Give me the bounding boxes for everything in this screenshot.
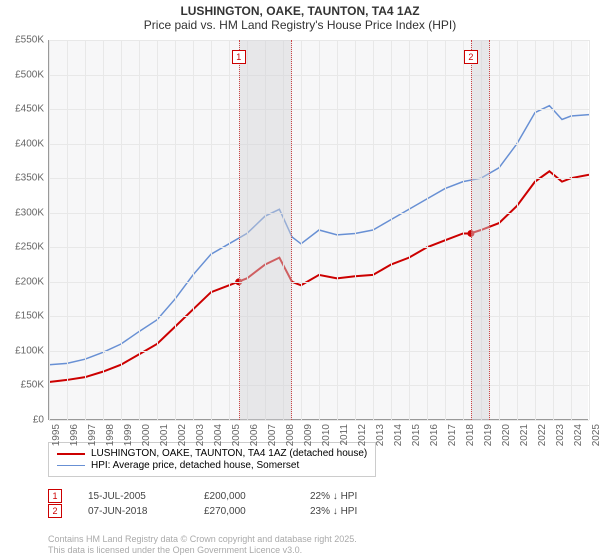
plot-background: 12 [48, 40, 588, 420]
footer: Contains HM Land Registry data © Crown c… [48, 534, 357, 556]
x-axis-label: 2025 [591, 424, 600, 446]
y-axis-label: £500K [2, 69, 44, 80]
transaction-date: 07-JUN-2018 [88, 506, 178, 517]
legend-item: LUSHINGTON, OAKE, TAUNTON, TA4 1AZ (deta… [57, 448, 367, 459]
y-axis-label: £450K [2, 104, 44, 115]
shaded-region [471, 40, 490, 420]
y-axis-label: £350K [2, 173, 44, 184]
chart-area: 12 [48, 40, 588, 420]
y-axis-label: £150K [2, 311, 44, 322]
legend: LUSHINGTON, OAKE, TAUNTON, TA4 1AZ (deta… [48, 442, 376, 477]
footer-line1: Contains HM Land Registry data © Crown c… [48, 534, 357, 545]
y-axis-label: £0 [2, 415, 44, 426]
legend-label: LUSHINGTON, OAKE, TAUNTON, TA4 1AZ (deta… [91, 448, 367, 459]
transaction-price: £200,000 [204, 491, 284, 502]
transaction-row: 1 15-JUL-2005 £200,000 22% ↓ HPI [48, 489, 357, 503]
y-axis-label: £550K [2, 35, 44, 46]
legend-label: HPI: Average price, detached house, Some… [91, 460, 299, 471]
transaction-marker: 1 [48, 489, 62, 503]
y-axis-label: £200K [2, 276, 44, 287]
transaction-date: 15-JUL-2005 [88, 491, 178, 502]
region-marker: 1 [232, 50, 246, 64]
y-axis-label: £400K [2, 138, 44, 149]
legend-swatch [57, 465, 85, 467]
transaction-delta: 23% ↓ HPI [310, 506, 357, 517]
transaction-marker: 2 [48, 504, 62, 518]
footer-line2: This data is licensed under the Open Gov… [48, 545, 357, 556]
legend-item: HPI: Average price, detached house, Some… [57, 460, 367, 471]
transaction-delta: 22% ↓ HPI [310, 491, 357, 502]
y-axis-label: £50K [2, 380, 44, 391]
y-axis-label: £100K [2, 345, 44, 356]
title-line2: Price paid vs. HM Land Registry's House … [0, 18, 600, 32]
title-line1: LUSHINGTON, OAKE, TAUNTON, TA4 1AZ [0, 4, 600, 18]
y-axis-label: £250K [2, 242, 44, 253]
y-axis-label: £300K [2, 207, 44, 218]
legend-swatch [57, 453, 85, 455]
shaded-region [239, 40, 292, 420]
transactions-table: 1 15-JUL-2005 £200,000 22% ↓ HPI 2 07-JUN-201… [48, 488, 357, 519]
transaction-price: £270,000 [204, 506, 284, 517]
transaction-row: 2 07-JUN-2018 £270,000 23% ↓ HPI [48, 504, 357, 518]
region-marker: 2 [464, 50, 478, 64]
chart-title-block: LUSHINGTON, OAKE, TAUNTON, TA4 1AZ Price… [0, 0, 600, 34]
